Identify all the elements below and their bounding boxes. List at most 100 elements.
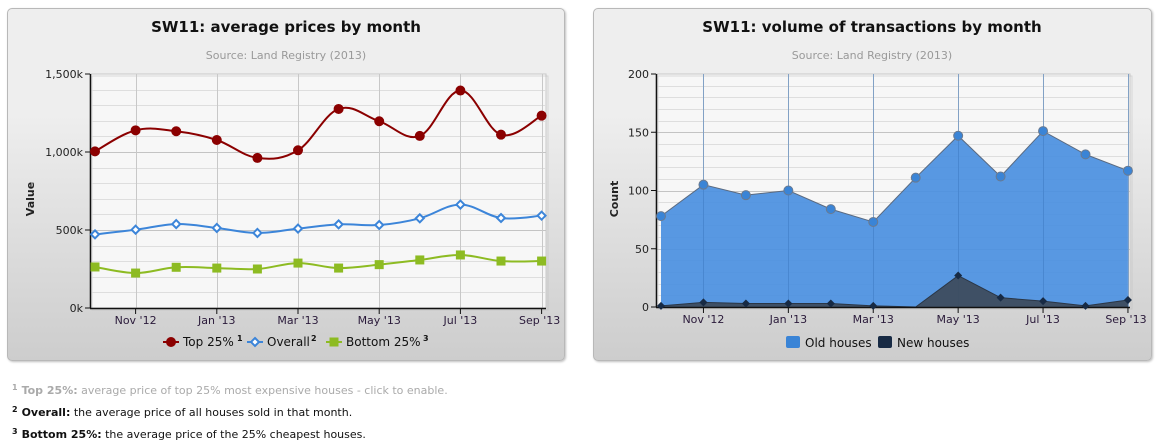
data-point — [90, 146, 100, 157]
x-tick-label: Nov '12 — [682, 313, 724, 326]
x-tick-label: Jul '13 — [1025, 313, 1060, 326]
footnote-text: the average price of all houses sold in … — [70, 406, 353, 419]
data-point — [252, 152, 263, 163]
data-point-old-houses — [656, 211, 666, 222]
data-point — [333, 218, 345, 230]
data-point — [251, 227, 263, 239]
data-point — [414, 212, 426, 224]
data-point — [373, 219, 385, 231]
footnote-number: 3 — [12, 427, 18, 436]
plot-shadow — [91, 75, 549, 311]
data-point — [170, 218, 182, 230]
data-point — [374, 260, 384, 270]
data-point — [293, 145, 303, 156]
x-tick-label: Jan '13 — [197, 314, 235, 327]
data-point — [211, 134, 222, 145]
prices-chart-panel: SW11: average prices by month Source: La… — [7, 8, 565, 361]
x-tick-label: Jan '13 — [769, 313, 807, 326]
data-point-old-houses — [868, 216, 879, 227]
legend-swatch — [878, 336, 892, 348]
footnote-term: Top 25%: — [21, 384, 78, 397]
data-point — [293, 258, 303, 268]
footnote-top25[interactable]: 1 Top 25%: average price of top 25% most … — [12, 378, 448, 400]
data-point — [252, 264, 262, 274]
data-point-new-houses — [826, 299, 835, 308]
data-point — [211, 222, 223, 234]
data-point — [414, 130, 425, 141]
data-point — [495, 212, 507, 224]
legend-superscript: 3 — [423, 334, 429, 343]
legend-marker — [249, 336, 261, 348]
data-point-old-houses — [698, 179, 709, 190]
series-area-new-houses — [661, 275, 1128, 307]
footnote-text: average price of top 25% most expensive … — [77, 384, 448, 397]
chart-title: SW11: volume of transactions by month — [702, 18, 1041, 36]
y-axis-label: Count — [608, 181, 621, 218]
series-area-old-houses — [661, 131, 1128, 307]
plot-shadow — [657, 75, 1133, 310]
data-point — [536, 110, 547, 121]
y-axis-label: Value — [24, 182, 37, 216]
data-point — [292, 223, 304, 235]
data-point — [537, 256, 547, 266]
data-point-old-houses — [995, 171, 1006, 182]
footnote-term: Overall: — [21, 406, 71, 419]
y-tick-label: 1,000k — [45, 146, 83, 159]
legend-label: Top 25% — [182, 335, 234, 349]
x-tick-label: Sep '13 — [519, 314, 560, 327]
prices-chart: SW11: average prices by month Source: La… — [24, 18, 560, 349]
data-point-new-houses — [741, 299, 750, 308]
plot-area — [89, 73, 547, 309]
data-point — [130, 224, 142, 236]
y-tick-label: 1,500k — [45, 68, 83, 81]
data-point-new-houses — [1123, 296, 1132, 305]
data-point-new-houses — [1081, 301, 1090, 310]
legend-marker — [329, 337, 339, 347]
data-point-old-houses — [953, 130, 964, 141]
data-point-old-houses — [910, 172, 921, 183]
chart-subtitle: Source: Land Registry (2013) — [792, 49, 952, 62]
y-tick-label: 50 — [635, 243, 649, 256]
x-tick-label: Nov '12 — [115, 314, 157, 327]
data-point-old-houses — [825, 204, 836, 215]
data-point-new-houses — [1039, 297, 1048, 306]
data-point-new-houses — [784, 299, 793, 308]
legend-swatch — [786, 336, 800, 348]
data-point-old-houses — [783, 185, 794, 196]
chart-title: SW11: average prices by month — [151, 18, 421, 36]
legend-label: New houses — [897, 336, 969, 350]
data-point — [455, 250, 465, 260]
legend-superscript: 2 — [311, 334, 317, 343]
footnote-number: 2 — [12, 405, 18, 414]
data-point — [130, 125, 141, 136]
volume-chart: SW11: volume of transactions by month So… — [608, 18, 1147, 350]
x-tick-label: Jul '13 — [443, 314, 478, 327]
data-point — [90, 262, 100, 272]
data-point — [333, 103, 344, 114]
data-point — [536, 210, 548, 222]
data-point — [455, 85, 466, 96]
data-point-new-houses — [657, 301, 665, 310]
y-tick-label: 0 — [642, 301, 649, 314]
data-point-new-houses — [699, 298, 708, 307]
chart-subtitle: Source: Land Registry (2013) — [206, 49, 366, 62]
x-tick-label: Mar '13 — [277, 314, 318, 327]
data-point-new-houses — [996, 293, 1005, 302]
y-tick-label: 500k — [56, 224, 84, 237]
footnote-text: the average price of the 25% cheapest ho… — [101, 428, 366, 441]
data-point-old-houses — [740, 190, 751, 201]
data-point — [415, 255, 425, 265]
legend-superscript: 1 — [237, 334, 243, 343]
data-point — [496, 256, 506, 266]
data-point-old-houses — [1038, 126, 1049, 137]
data-point — [496, 129, 506, 140]
data-point-new-houses — [954, 271, 963, 280]
footnote-number: 1 — [12, 383, 18, 392]
y-tick-label: 0k — [70, 302, 84, 315]
series-line-new-houses — [660, 274, 1129, 308]
data-point — [212, 263, 222, 273]
data-point-old-houses — [1080, 149, 1091, 160]
data-point — [171, 262, 181, 272]
data-point — [334, 263, 344, 273]
series-line-old-houses — [660, 130, 1129, 223]
